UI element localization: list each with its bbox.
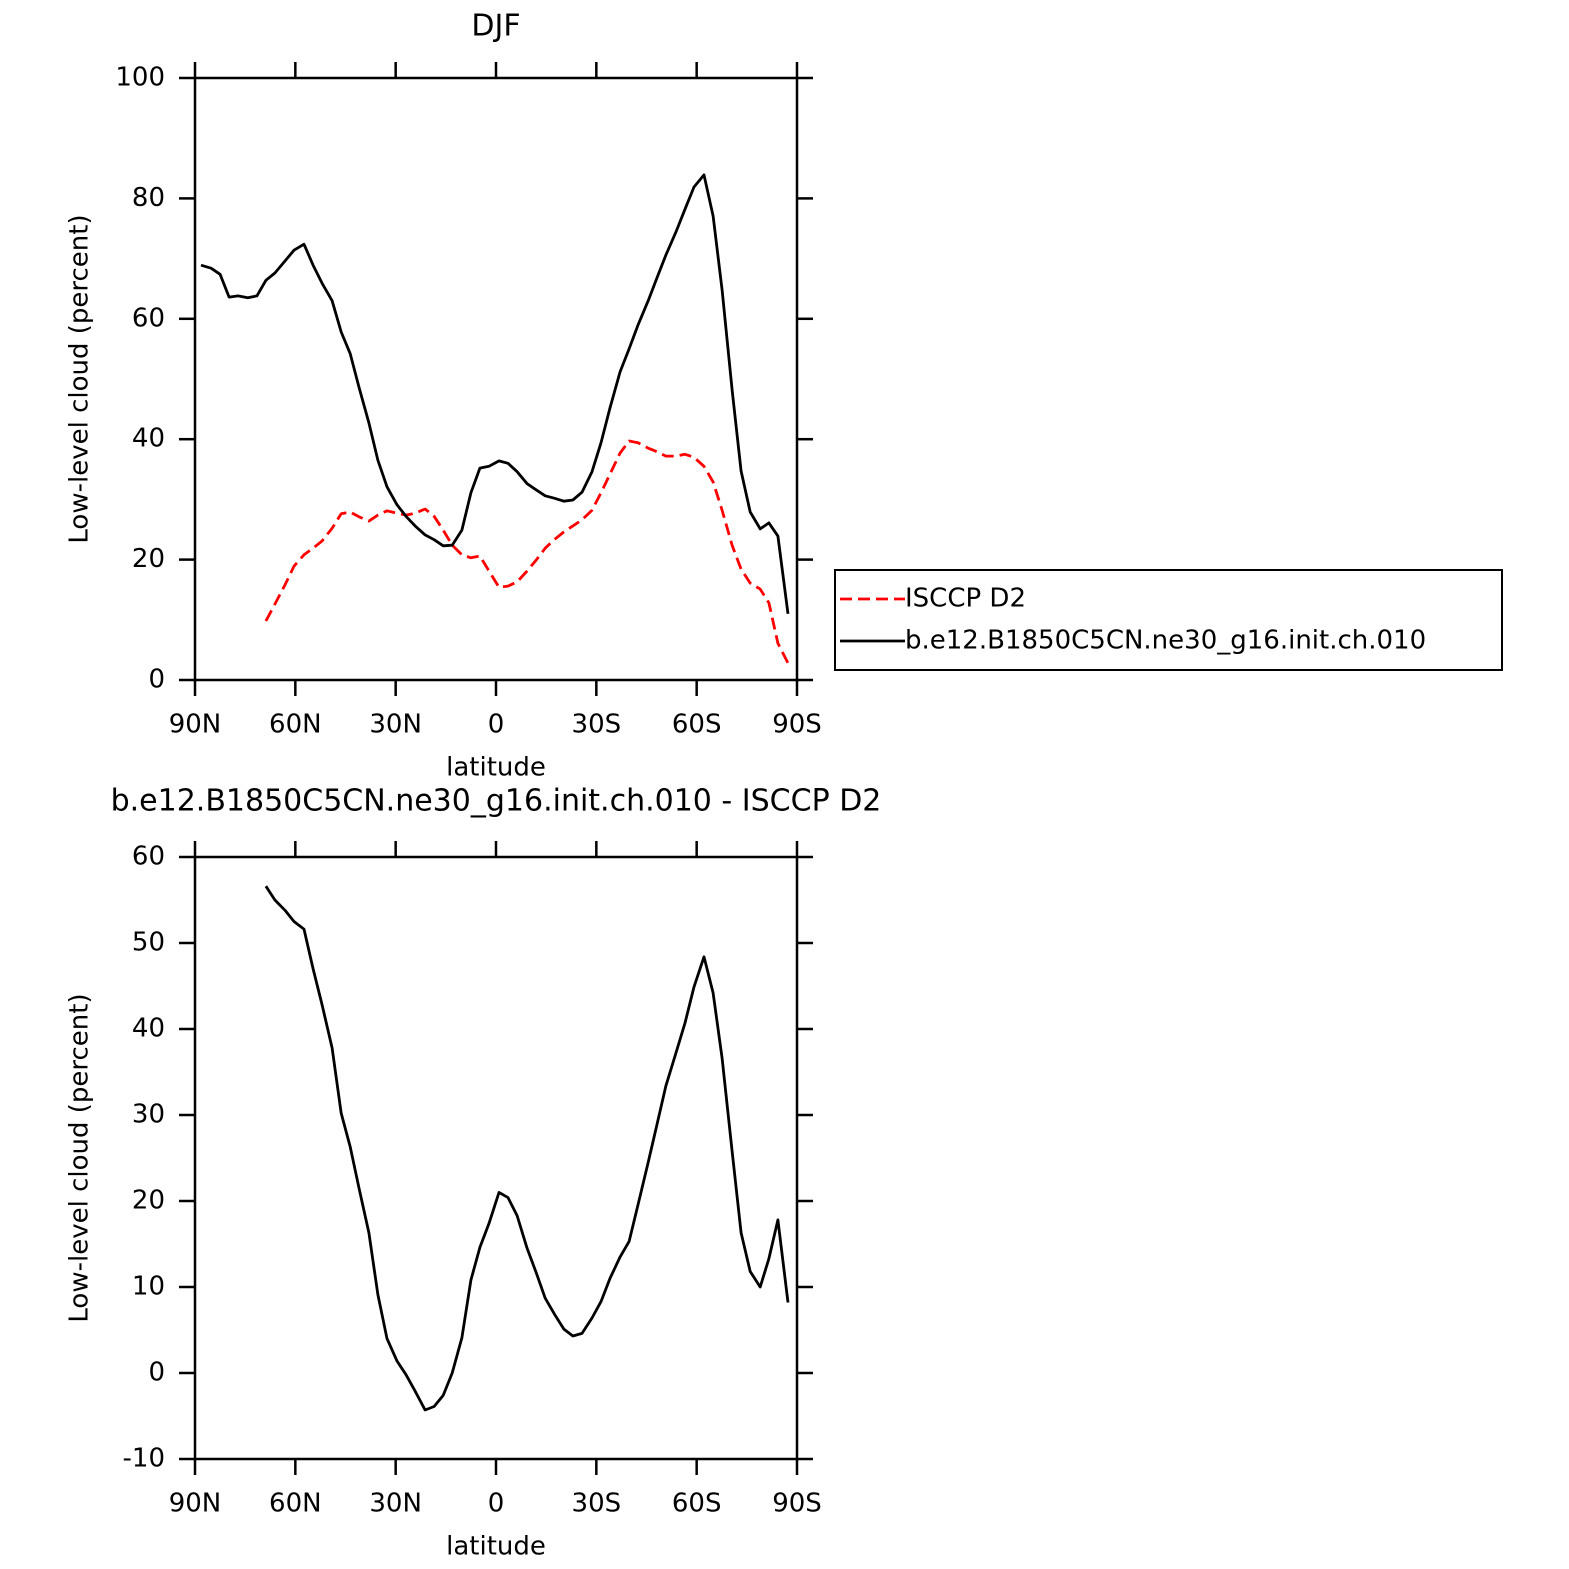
chart-title: DJF	[471, 9, 520, 44]
x-tick-label: 30S	[572, 1489, 622, 1519]
y-tick-label: 40	[132, 1014, 165, 1044]
chart-title: b.e12.B1850C5CN.ne30_g16.init.ch.010 - I…	[111, 784, 882, 819]
y-tick-label: 0	[148, 1358, 165, 1388]
legend-label: b.e12.B1850C5CN.ne30_g16.init.ch.010	[905, 626, 1426, 656]
y-tick-label: 80	[132, 183, 165, 213]
series-line	[264, 439, 790, 664]
y-axis-label: Low-level cloud (percent)	[65, 214, 95, 543]
series-line	[200, 173, 790, 614]
y-tick-label: 60	[132, 842, 165, 872]
x-tick-label: 90S	[772, 710, 822, 740]
x-axis-label: latitude	[446, 1532, 546, 1562]
y-tick-label: 50	[132, 928, 165, 958]
x-tick-label: 90N	[169, 710, 222, 740]
y-tick-label: 40	[132, 424, 165, 454]
x-tick-label: 0	[488, 710, 505, 740]
plot-frame	[193, 855, 799, 1461]
y-tick-label: 100	[115, 63, 165, 93]
y-tick-label: 20	[132, 544, 165, 574]
x-tick-label: 60S	[672, 710, 722, 740]
y-tick-label: 0	[148, 665, 165, 695]
x-tick-label: 30N	[369, 1489, 422, 1519]
x-tick-label: 90N	[169, 1489, 222, 1519]
legend-label: ISCCP D2	[905, 584, 1026, 614]
y-tick-label: 60	[132, 303, 165, 333]
y-tick-label: 20	[132, 1186, 165, 1216]
y-tick-label: 30	[132, 1100, 165, 1130]
plot-frame	[193, 76, 799, 682]
x-tick-label: 90S	[772, 1489, 822, 1519]
legend-box	[834, 569, 1503, 671]
y-axis-label: Low-level cloud (percent)	[65, 993, 95, 1322]
x-tick-label: 60S	[672, 1489, 722, 1519]
y-tick-label: 10	[132, 1272, 165, 1302]
x-tick-label: 30N	[369, 710, 422, 740]
y-tick-label: -10	[123, 1444, 165, 1474]
x-axis-label: latitude	[446, 753, 546, 783]
x-tick-label: 60N	[269, 710, 322, 740]
series-line	[264, 885, 790, 1412]
x-tick-label: 30S	[572, 710, 622, 740]
x-tick-label: 60N	[269, 1489, 322, 1519]
x-tick-label: 0	[488, 1489, 505, 1519]
